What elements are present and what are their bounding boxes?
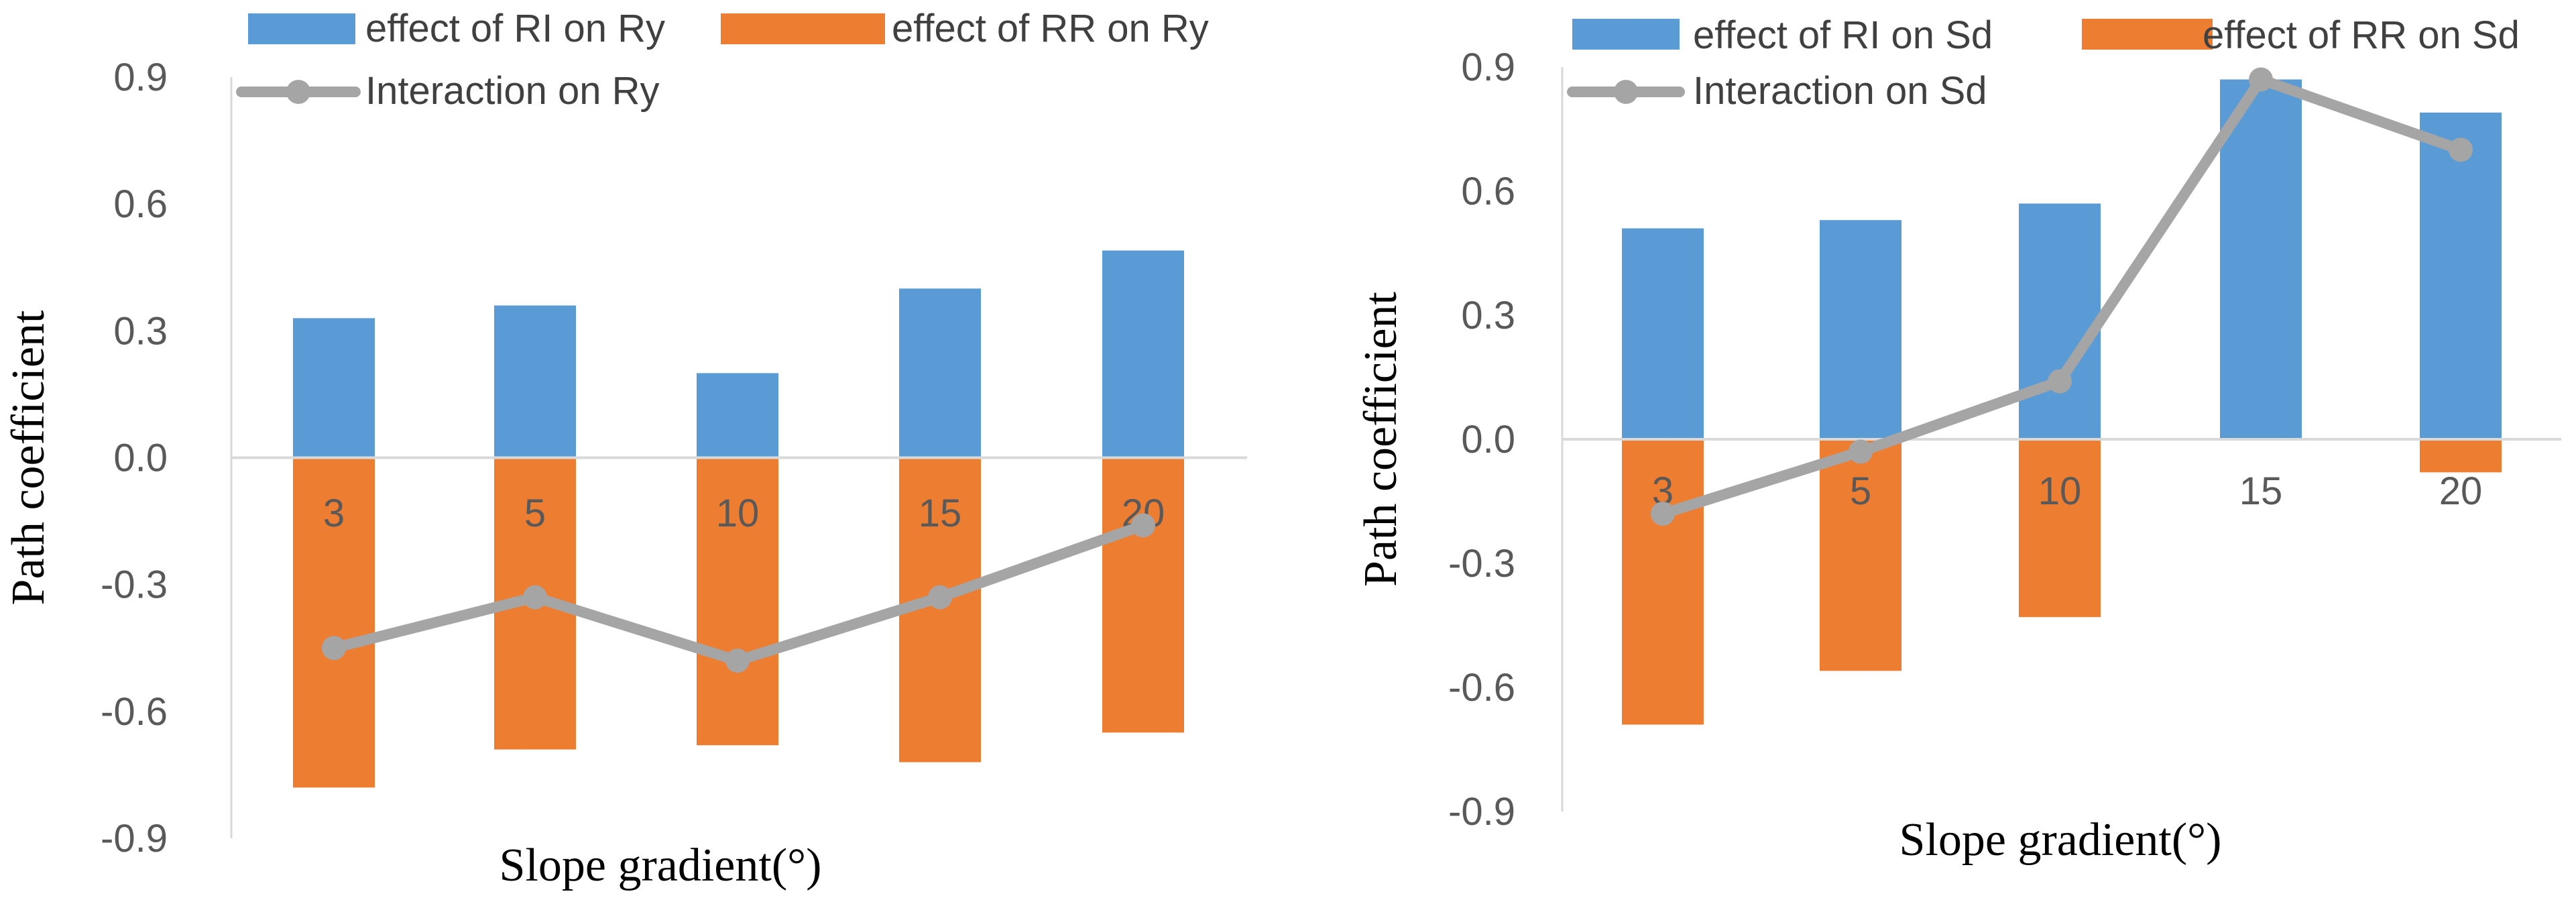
bar-2-5 xyxy=(1820,439,1901,671)
interaction-point-15 xyxy=(2249,67,2273,92)
legend-swatch xyxy=(721,13,885,44)
y-tick-label: 0.6 xyxy=(113,182,168,226)
interaction-point-20 xyxy=(1131,513,1155,538)
legend-label: effect of RR on Ry xyxy=(892,7,1209,50)
interaction-point-15 xyxy=(928,585,952,610)
x-category-label: 15 xyxy=(2239,469,2283,513)
y-tick-label: -0.9 xyxy=(101,817,168,860)
x-category-label: 20 xyxy=(2439,469,2483,513)
y-tick-label: -0.6 xyxy=(1448,666,1515,710)
legend-swatch-marker xyxy=(286,80,310,104)
x-category-label: 15 xyxy=(919,492,962,535)
y-tick-label: -0.6 xyxy=(101,690,168,734)
legend-swatch xyxy=(2082,19,2213,50)
bar-1-20 xyxy=(1102,250,1184,458)
legend-label: effect of RR on Sd xyxy=(2203,13,2520,57)
x-category-label: 10 xyxy=(716,492,760,535)
x-category-label: 5 xyxy=(1850,469,1871,513)
legend-swatch xyxy=(248,13,355,44)
interaction-point-3 xyxy=(1651,502,1675,526)
legend-label: effect of RI on Ry xyxy=(365,7,665,50)
bar-1-15 xyxy=(2220,79,2302,439)
bar-2-3 xyxy=(293,457,375,788)
interaction-point-5 xyxy=(523,585,547,610)
y-tick-label: 0.9 xyxy=(113,56,168,99)
legend-swatch-marker xyxy=(1614,80,1638,104)
y-tick-label: 0.3 xyxy=(1461,294,1515,337)
x-category-label: 10 xyxy=(2038,469,2082,513)
legend-label: effect of RI on Sd xyxy=(1693,13,1993,57)
x-axis-title: Slope gradient(°) xyxy=(1899,814,2222,866)
interaction-point-10 xyxy=(725,649,750,673)
y-axis-title: Path coefficient xyxy=(1355,291,1407,586)
chart-legend: effect of RI on Ry effect of RR on Ry Inte… xyxy=(236,7,1209,113)
interaction-point-10 xyxy=(2048,369,2072,394)
y-tick-label: 0.0 xyxy=(1461,418,1515,461)
interaction-point-3 xyxy=(322,636,346,661)
legend-label: Interaction on Ry xyxy=(365,69,659,113)
x-axis-title: Slope gradient(°) xyxy=(500,840,822,891)
interaction-point-20 xyxy=(2449,137,2473,162)
y-tick-label: 0.0 xyxy=(113,437,168,480)
bar-2-20 xyxy=(1102,457,1184,733)
bar-1-15 xyxy=(899,288,981,458)
bar-1-20 xyxy=(2420,112,2502,440)
legend-label: Interaction on Sd xyxy=(1693,69,1987,113)
bar-1-5 xyxy=(494,305,576,458)
y-tick-label: -0.9 xyxy=(1448,790,1515,834)
y-axis-title: Path coefficient xyxy=(3,310,54,605)
y-tick-label: 0.3 xyxy=(113,309,168,353)
bar-2-20 xyxy=(2420,439,2502,473)
bar-1-5 xyxy=(1820,220,1901,439)
bar-2-10 xyxy=(2019,439,2101,618)
bar-2-10 xyxy=(697,457,778,746)
bar-2-3 xyxy=(1622,439,1704,725)
bar-1-10 xyxy=(2019,203,2101,439)
y-tick-label: -0.3 xyxy=(1448,542,1515,585)
x-category-label: 3 xyxy=(323,492,345,535)
y-tick-label: 0.9 xyxy=(1461,46,1515,89)
bar-1-3 xyxy=(293,318,375,458)
x-category-label: 5 xyxy=(524,492,546,535)
chart-legend: effect of RI on Sd effect of RR on Sd Inte… xyxy=(1567,13,2520,113)
y-tick-label: -0.3 xyxy=(101,563,168,607)
interaction-point-5 xyxy=(1849,439,1873,464)
y-tick-label: 0.6 xyxy=(1461,170,1515,213)
legend-swatch xyxy=(1572,19,1680,50)
bar-1-10 xyxy=(697,373,778,458)
bar-1-3 xyxy=(1622,228,1704,439)
